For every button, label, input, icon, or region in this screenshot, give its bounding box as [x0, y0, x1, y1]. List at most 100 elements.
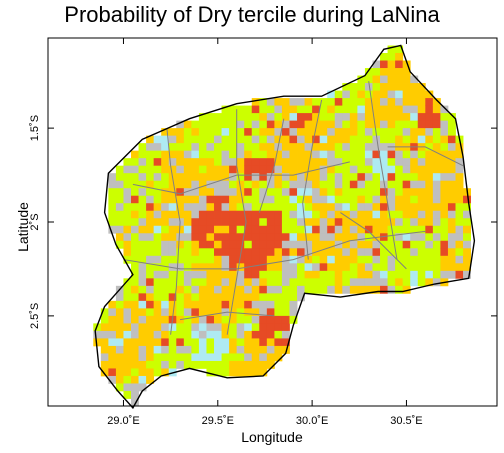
heatmap-cell: [447, 248, 456, 257]
heatmap-cell: [417, 165, 426, 174]
heatmap-cell: [191, 338, 200, 347]
heatmap-cell: [417, 113, 426, 122]
heatmap-cell: [425, 195, 434, 204]
heatmap-cell: [364, 98, 373, 106]
heatmap-cell: [425, 165, 434, 174]
heatmap-cell: [349, 233, 358, 242]
heatmap-cell: [372, 285, 381, 294]
heatmap-cell: [304, 195, 313, 204]
heatmap-cell: [402, 233, 411, 242]
heatmap-cell: [395, 135, 404, 144]
heatmap-cell: [176, 285, 185, 294]
heatmap-cell: [349, 120, 358, 129]
heatmap-cell: [289, 240, 298, 249]
heatmap-cell: [191, 158, 200, 167]
heatmap-cell: [183, 233, 192, 242]
heatmap-cell: [244, 218, 253, 227]
heatmap-cell: [123, 293, 132, 302]
heatmap-cell: [364, 113, 373, 122]
heatmap-cell: [146, 150, 155, 159]
heatmap-cell: [372, 263, 381, 272]
heatmap-cell: [108, 368, 117, 377]
heatmap-cell: [387, 128, 396, 137]
heatmap-cell: [387, 120, 396, 129]
heatmap-cell: [327, 158, 336, 167]
heatmap-cell: [440, 255, 449, 264]
heatmap-cell: [131, 150, 139, 159]
heatmap-cell: [108, 210, 117, 219]
heatmap-cell: [372, 90, 381, 99]
heatmap-cell: [183, 338, 192, 347]
heatmap-cell: [327, 240, 336, 249]
heatmap-cell: [349, 158, 358, 167]
heatmap-cell: [176, 135, 185, 144]
heatmap-cell: [161, 173, 170, 182]
heatmap-cell: [168, 353, 177, 362]
heatmap-cell: [349, 143, 358, 152]
heatmap-cell: [440, 218, 449, 227]
heatmap-cell: [229, 135, 238, 144]
heatmap-cell: [463, 270, 471, 279]
heatmap-cell: [410, 165, 419, 174]
heatmap-cell: [146, 143, 155, 152]
heatmap-cell: [214, 345, 222, 354]
heatmap-cell: [229, 150, 238, 159]
heatmap-cell: [108, 345, 117, 354]
heatmap-cell: [387, 53, 396, 61]
heatmap-cell: [410, 98, 419, 106]
heatmap-cell: [425, 128, 434, 137]
heatmap-cell: [395, 128, 404, 137]
heatmap-cell: [168, 338, 177, 347]
heatmap-cell: [410, 225, 419, 234]
heatmap-cell: [425, 158, 434, 167]
heatmap-cell: [334, 225, 343, 234]
heatmap-cell: [236, 330, 245, 339]
heatmap-cell: [123, 233, 132, 242]
heatmap-cell: [168, 255, 177, 264]
heatmap-cell: [395, 195, 404, 204]
heatmap-cell: [206, 248, 215, 257]
heatmap-cell: [259, 98, 268, 106]
heatmap-cell: [463, 218, 471, 227]
heatmap-cell: [312, 233, 321, 242]
heatmap-cell: [259, 158, 268, 167]
heatmap-cell: [176, 143, 185, 152]
heatmap-cell: [402, 75, 411, 84]
heatmap-cell: [176, 330, 185, 339]
heatmap-cell: [357, 105, 366, 114]
heatmap-cell: [297, 270, 305, 279]
heatmap-cell: [312, 143, 321, 152]
heatmap-cell: [334, 90, 343, 99]
heatmap-cell: [312, 128, 321, 137]
heatmap-cell: [417, 120, 426, 129]
heatmap-cell: [251, 255, 260, 264]
heatmap-cell: [447, 195, 456, 204]
heatmap-cell: [334, 143, 343, 152]
heatmap-cell: [161, 150, 170, 159]
heatmap-cell: [342, 210, 351, 219]
heatmap-cell: [183, 360, 192, 369]
heatmap-cell: [304, 150, 313, 159]
heatmap-cell: [131, 263, 139, 272]
heatmap-cell: [447, 210, 456, 219]
heatmap-cell: [281, 270, 290, 279]
heatmap-cell: [198, 278, 207, 287]
heatmap-cell: [380, 158, 388, 167]
heatmap-cell: [410, 203, 419, 212]
heatmap-cell: [417, 218, 426, 227]
heatmap-cell: [191, 165, 200, 174]
heatmap-cell: [266, 180, 275, 189]
heatmap-cell: [432, 278, 441, 287]
heatmap-cell: [206, 285, 215, 294]
heatmap-cell: [138, 210, 147, 219]
heatmap-cell: [198, 323, 207, 332]
heatmap-cell: [176, 203, 185, 212]
heatmap-cell: [251, 278, 260, 287]
heatmap-cell: [115, 330, 124, 339]
heatmap-cell: [447, 143, 456, 152]
heatmap-cell: [327, 105, 336, 114]
heatmap-cell: [342, 135, 351, 144]
country-boundary: [94, 44, 476, 410]
heatmap-cell: [214, 225, 222, 234]
heatmap-cell: [206, 278, 215, 287]
